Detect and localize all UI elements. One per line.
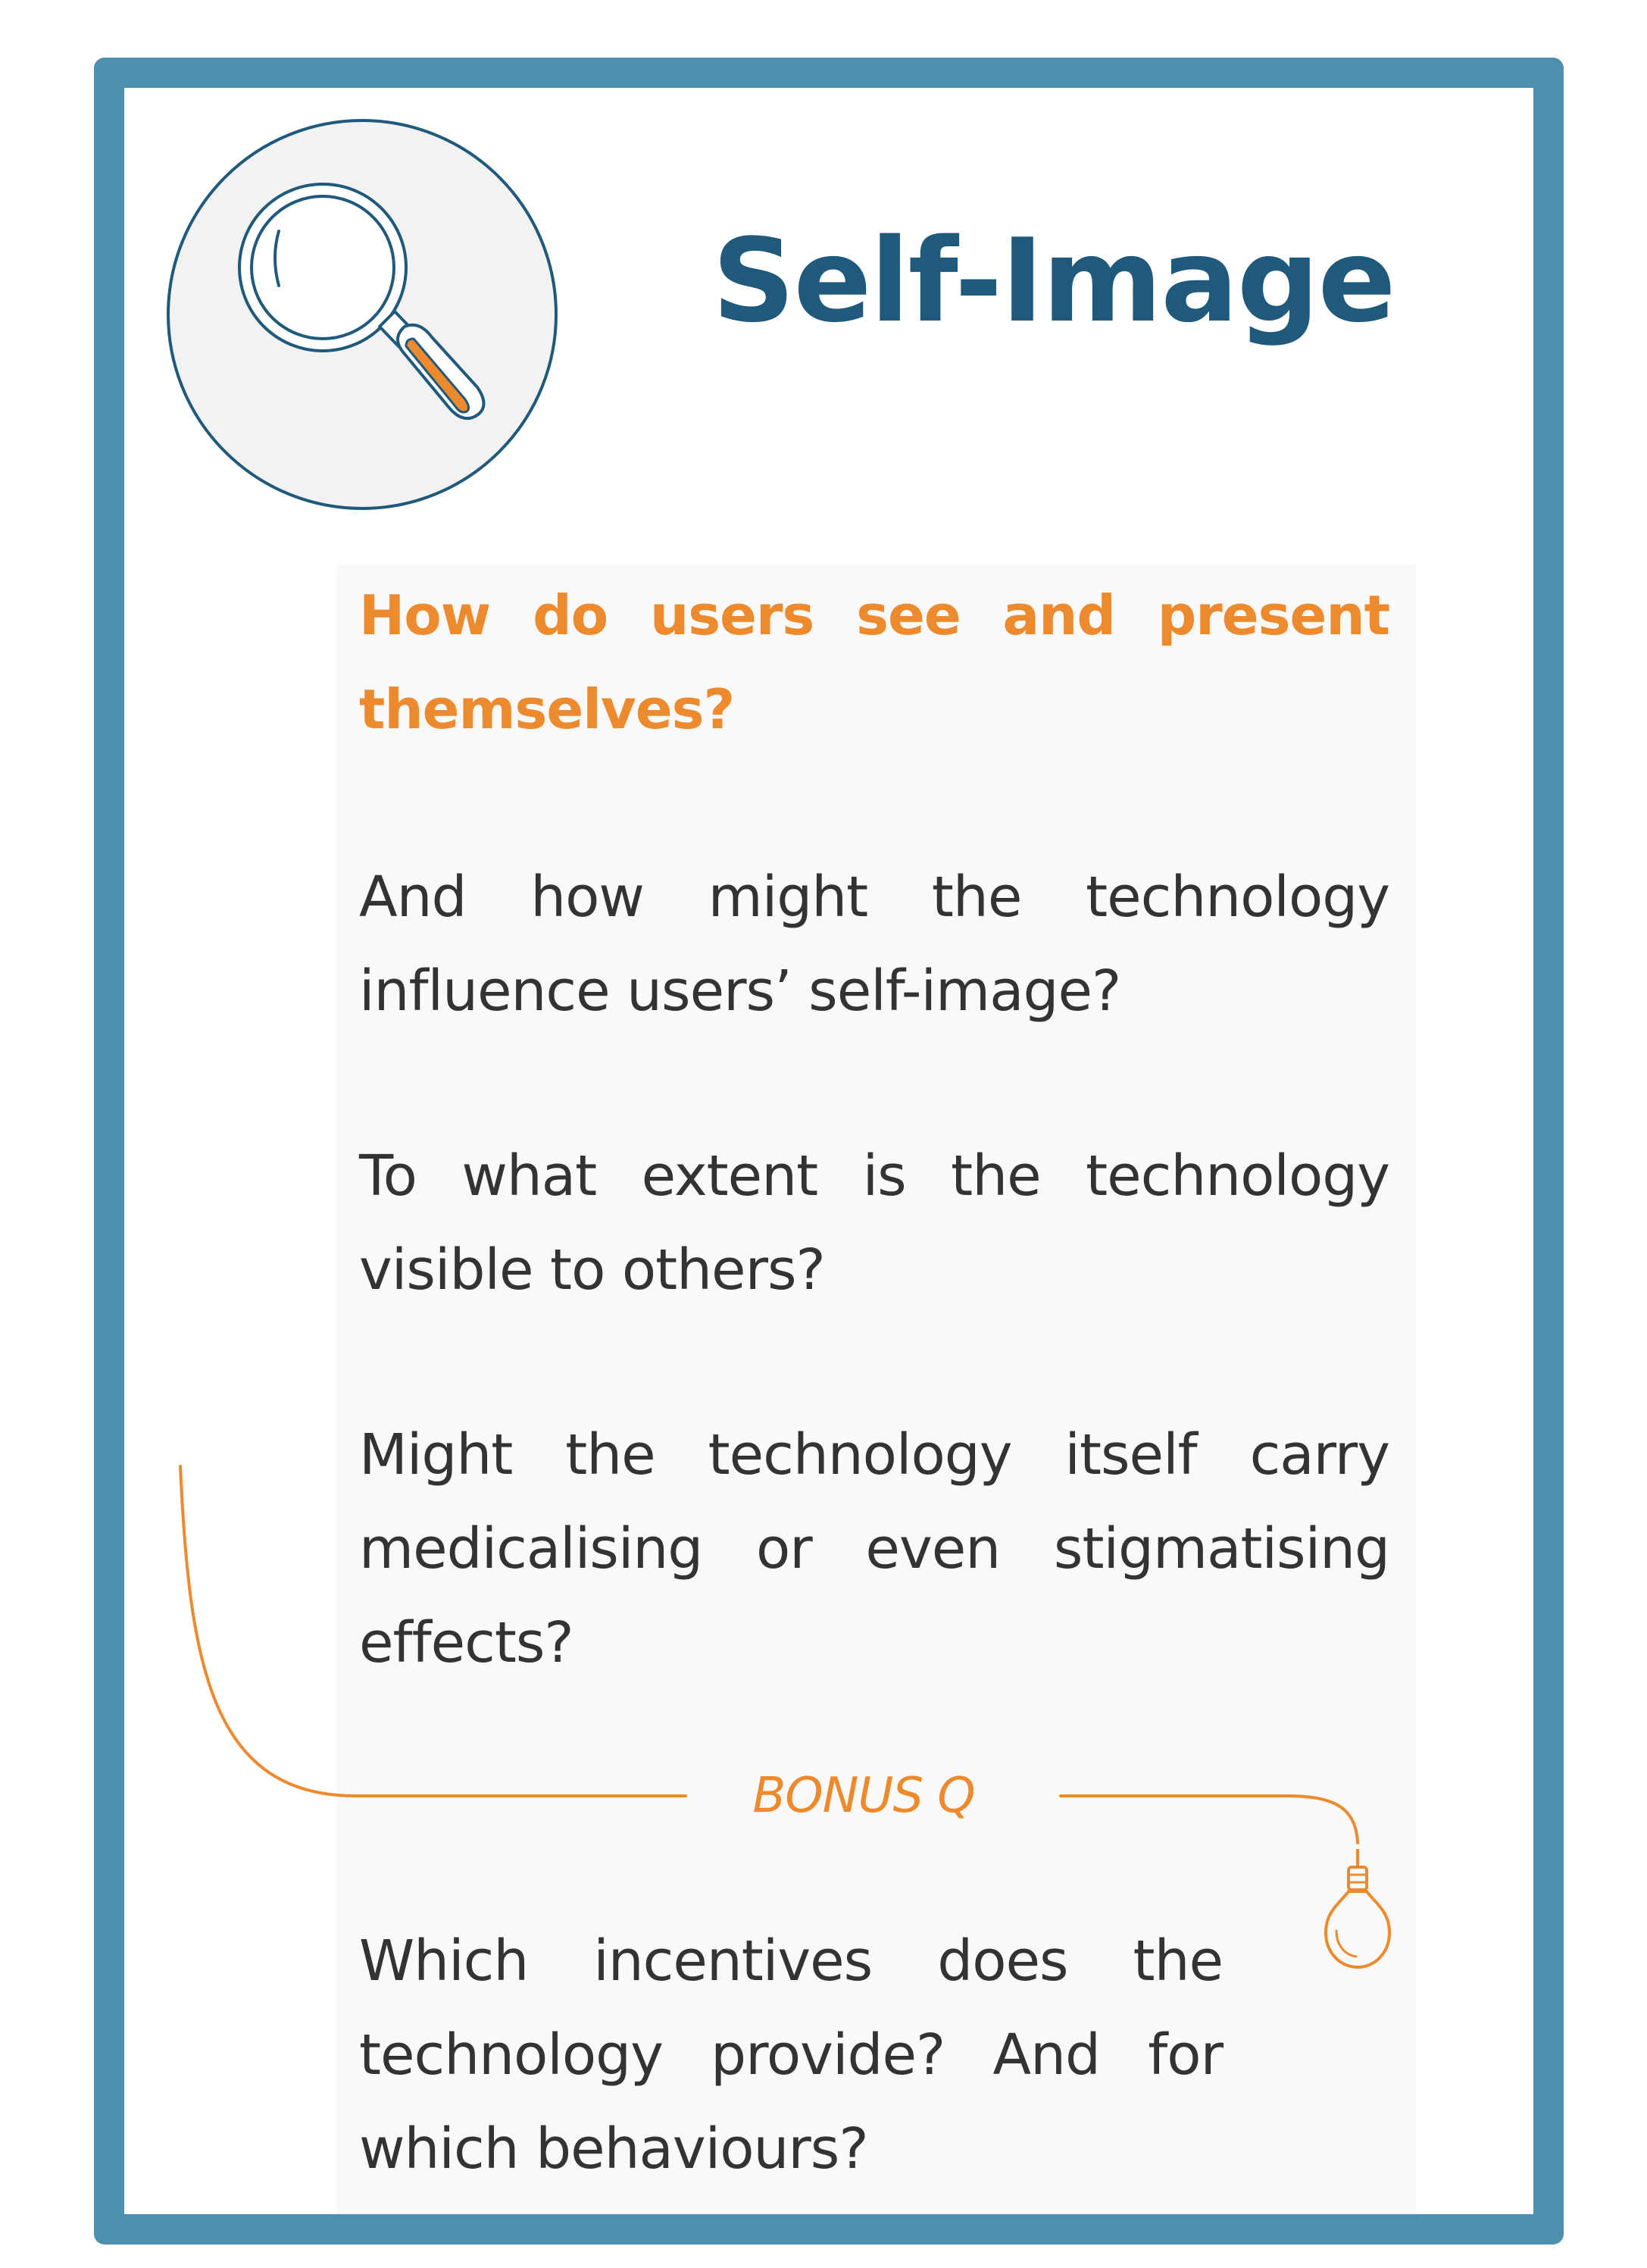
bonus-question: Which incentives does the technology pro… xyxy=(359,1929,1224,2182)
lead-question: How do users see and present themselves? xyxy=(359,583,1390,741)
question-panel xyxy=(336,565,1416,2214)
question-item: And how might the technology influence u… xyxy=(359,865,1390,1024)
bonus-label: BONUS Q xyxy=(752,1768,975,1824)
magnifying-glass-icon xyxy=(167,119,558,510)
card-title: Self-Image xyxy=(712,214,1396,348)
question-item: Might the technology itself carry medica… xyxy=(359,1422,1390,1675)
question-item: To what extent is the technology visible… xyxy=(359,1143,1390,1303)
light-bulb-icon xyxy=(1324,1849,1391,1969)
